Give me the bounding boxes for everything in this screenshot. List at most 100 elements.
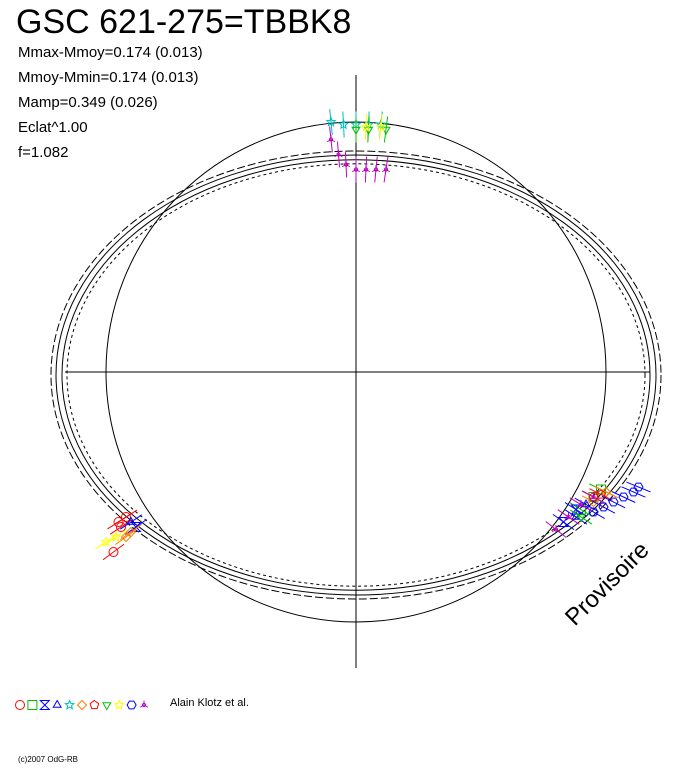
data-point-10-9 xyxy=(576,500,586,508)
data-points xyxy=(94,109,651,561)
data-point-10-2-arm xyxy=(341,164,347,168)
data-point-10-9-hub xyxy=(578,502,584,507)
data-point-7-0 xyxy=(351,126,361,135)
stat-frequency: f=1.082 xyxy=(18,144,69,161)
legend-marker-1-shape xyxy=(27,700,38,710)
data-point-10-2-hub xyxy=(343,162,349,167)
copyright-text: (c)2007 OdG-RB xyxy=(18,755,79,764)
data-point-10-4-arm xyxy=(365,169,371,173)
error-bar-0-2 xyxy=(114,509,138,525)
error-bar-8-1 xyxy=(94,534,118,550)
data-point-10-1-hub xyxy=(336,152,341,157)
data-point-9-5-shape xyxy=(633,482,644,492)
data-point-10-7 xyxy=(551,525,561,533)
data-point-10-10-arm xyxy=(593,496,598,500)
data-point-8-1 xyxy=(100,536,112,547)
error-bar-3-0 xyxy=(564,509,588,525)
stat-mamp: Mamp=0.349 (0.026) xyxy=(18,94,158,111)
data-point-8-3-shape xyxy=(360,121,372,132)
error-bar-9-2 xyxy=(601,495,626,509)
data-point-6-1-shape xyxy=(596,489,606,499)
data-point-10-6 xyxy=(381,165,391,173)
data-point-10-1-arm xyxy=(338,154,343,158)
error-bar-9-1 xyxy=(591,500,616,514)
data-point-10-9-arm xyxy=(580,504,586,508)
data-point-9-5 xyxy=(633,482,644,492)
data-point-0-1-shape xyxy=(113,517,124,527)
data-point-10-0 xyxy=(326,135,336,143)
data-point-9-1-shape xyxy=(598,502,609,512)
model-ellipse-0 xyxy=(55,154,657,596)
data-point-10-5 xyxy=(371,165,381,173)
data-point-5-3-shape xyxy=(600,486,612,498)
data-point-2-1 xyxy=(557,517,570,527)
legend-marker-9 xyxy=(126,700,137,710)
data-point-0-3 xyxy=(116,522,126,532)
data-point-0-2-shape xyxy=(121,512,131,522)
error-bar-0-0 xyxy=(102,543,125,561)
data-point-10-7-arm xyxy=(551,529,557,533)
data-point-10-6-arm xyxy=(385,169,391,173)
error-bar-5-1 xyxy=(120,524,142,540)
legend-credit: Alain Klotz et al. xyxy=(170,697,249,709)
data-point-10-4 xyxy=(361,165,371,173)
data-point-10-2 xyxy=(341,160,351,168)
legend-marker-10-arm xyxy=(143,704,149,708)
data-point-10-7-hub xyxy=(553,527,559,532)
data-point-0-0 xyxy=(108,547,119,557)
error-bar-9-4 xyxy=(621,486,646,498)
legend-markers xyxy=(15,699,149,711)
legend-marker-7-shape xyxy=(102,702,112,711)
legend-marker-6 xyxy=(89,699,100,710)
error-bar-3-2 xyxy=(119,514,143,530)
data-point-7-3-shape xyxy=(576,514,586,523)
legend-marker-10 xyxy=(139,700,149,708)
legend-marker-0 xyxy=(15,700,25,710)
legend-marker-8 xyxy=(113,699,125,710)
data-point-5-1-shape xyxy=(125,526,137,538)
data-point-10-5-arm xyxy=(371,169,377,173)
data-point-7-0-shape xyxy=(351,126,361,135)
data-point-3-2 xyxy=(126,516,136,525)
data-point-9-0-shape xyxy=(588,507,599,517)
model-ellipse-2 xyxy=(50,150,662,600)
data-point-3-1-shape xyxy=(581,498,591,508)
data-point-6-1 xyxy=(596,489,606,499)
data-point-8-3 xyxy=(360,121,372,132)
stat-eclat: Eclat^1.00 xyxy=(18,119,88,136)
data-point-8-2 xyxy=(375,121,387,132)
data-point-10-7-arm xyxy=(555,529,561,533)
stat-mmin: Mmoy-Mmin=0.174 (0.013) xyxy=(18,69,199,86)
legend-marker-4-shape xyxy=(64,699,76,710)
stat-mmax: Mmax-Mmoy=0.174 (0.013) xyxy=(18,44,203,61)
data-point-10-1 xyxy=(334,150,343,158)
data-point-8-1-shape xyxy=(100,536,112,547)
legend-marker-3-shape xyxy=(52,699,62,708)
model-ellipse-3 xyxy=(66,163,646,587)
error-bar-4-1 xyxy=(342,111,345,138)
legend-marker-7 xyxy=(102,702,112,711)
data-point-0-1 xyxy=(113,517,124,527)
error-bar-9-3 xyxy=(611,491,636,503)
data-point-8-0-shape xyxy=(110,531,122,542)
error-bar-7-3 xyxy=(569,509,593,525)
data-point-10-10 xyxy=(589,492,598,500)
data-point-10-8-hub xyxy=(566,514,571,520)
legend-marker-5 xyxy=(76,699,88,711)
data-point-3-2-shape xyxy=(126,516,136,525)
data-point-7-3 xyxy=(576,514,586,523)
data-point-10-1-arm xyxy=(334,154,339,158)
legend-marker-2 xyxy=(39,700,51,710)
data-point-10-0-arm xyxy=(330,139,336,143)
data-point-0-3-shape xyxy=(116,522,126,532)
data-point-0-2 xyxy=(121,512,131,522)
legend-marker-6-shape xyxy=(89,699,100,710)
error-bar-3-1 xyxy=(574,497,598,512)
data-point-10-10-hub xyxy=(591,494,596,500)
data-point-10-0-arm xyxy=(326,139,332,143)
data-point-9-1 xyxy=(598,502,609,512)
legend-marker-1 xyxy=(27,700,38,710)
data-point-10-6-arm xyxy=(381,169,387,173)
axes xyxy=(65,75,650,668)
data-point-3-1 xyxy=(581,498,591,508)
